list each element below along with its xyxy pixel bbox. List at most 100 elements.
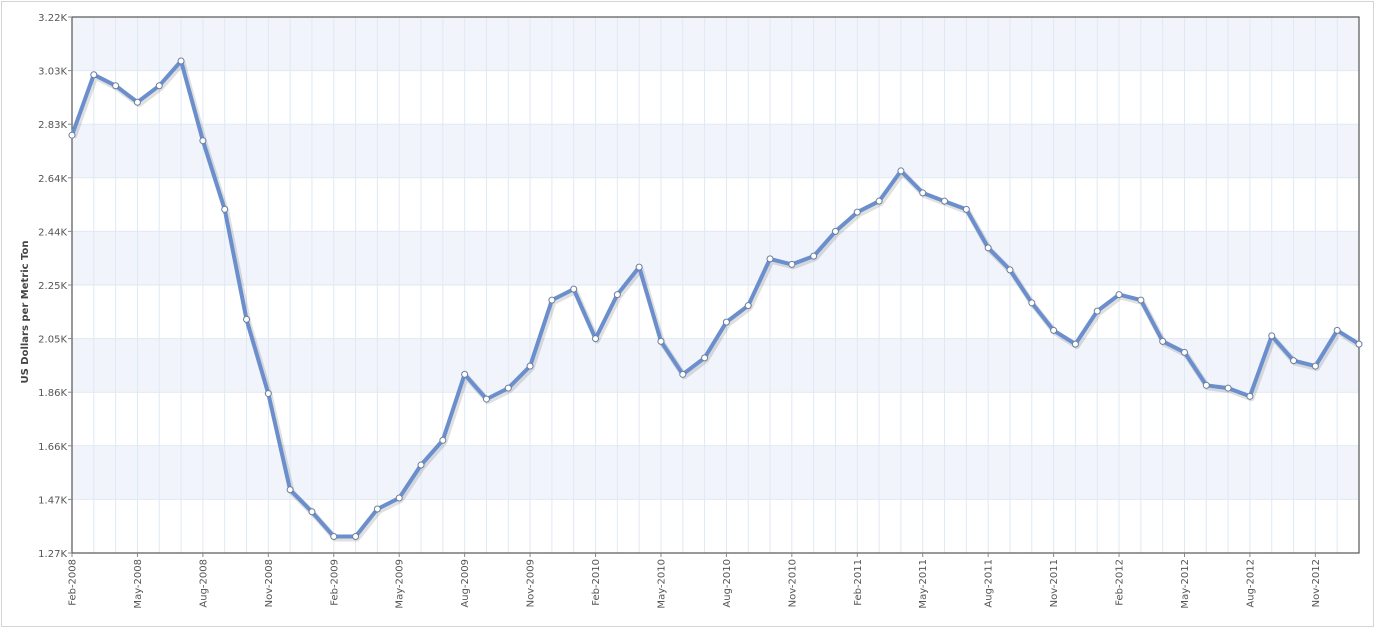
x-tick-label: May-2011 — [918, 559, 929, 609]
data-point[interactable] — [395, 494, 403, 502]
x-tick-label: Aug-2011 — [984, 559, 995, 608]
data-point[interactable] — [112, 82, 120, 90]
data-point[interactable] — [68, 131, 76, 139]
data-point[interactable] — [548, 296, 556, 304]
data-point[interactable] — [788, 260, 796, 268]
x-tick-label: Nov-2009 — [526, 559, 537, 607]
data-point[interactable] — [1333, 326, 1341, 334]
data-point[interactable] — [919, 189, 927, 197]
data-point[interactable] — [679, 370, 687, 378]
data-point[interactable] — [177, 57, 185, 65]
data-point[interactable] — [133, 98, 141, 106]
x-tick-label: Aug-2008 — [198, 559, 209, 608]
y-band — [72, 445, 1359, 500]
data-point[interactable] — [482, 395, 490, 403]
x-tick-label: May-2008 — [133, 559, 144, 609]
x-tick-label: Aug-2012 — [1245, 559, 1256, 608]
data-point[interactable] — [1137, 296, 1145, 304]
series-group — [70, 59, 1363, 542]
x-tick-label: Feb-2010 — [591, 559, 602, 606]
x-axis-ticks: Feb-2008 May-2008 Aug-2008 Nov-2008 Feb-2009… — [68, 553, 1322, 609]
data-point[interactable] — [831, 227, 839, 235]
data-point[interactable] — [330, 533, 338, 541]
x-tick-label: Feb-2008 — [68, 559, 79, 606]
x-tick-label: Feb-2009 — [329, 559, 340, 606]
y-band — [72, 231, 1359, 285]
data-point[interactable] — [461, 370, 469, 378]
data-point[interactable] — [570, 285, 578, 293]
data-point[interactable] — [417, 461, 425, 469]
y-tick-label: 1.66K — [38, 442, 67, 453]
data-point[interactable] — [613, 291, 621, 299]
data-point[interactable] — [1115, 291, 1123, 299]
data-point[interactable] — [199, 137, 207, 145]
x-tick-label: May-2012 — [1180, 559, 1191, 609]
y-tick-label: 2.05K — [38, 335, 67, 346]
x-tick-label: May-2010 — [656, 559, 667, 609]
data-point[interactable] — [897, 167, 905, 175]
x-tick-label: May-2009 — [395, 559, 406, 609]
y-band — [72, 17, 1359, 71]
data-point[interactable] — [373, 505, 381, 513]
data-point[interactable] — [221, 205, 229, 213]
data-point[interactable] — [701, 354, 709, 362]
data-point[interactable] — [286, 486, 294, 494]
background-bands — [72, 17, 1359, 500]
data-point[interactable] — [90, 71, 98, 79]
data-point[interactable] — [439, 436, 447, 444]
x-tick-label: Aug-2010 — [722, 559, 733, 608]
data-point[interactable] — [635, 263, 643, 271]
data-point[interactable] — [1290, 357, 1298, 365]
data-point[interactable] — [1093, 307, 1101, 315]
data-point[interactable] — [1028, 299, 1036, 307]
y-tick-label: 1.27K — [38, 549, 67, 560]
data-point[interactable] — [526, 362, 534, 370]
data-point[interactable] — [1268, 332, 1276, 340]
data-point[interactable] — [592, 335, 600, 343]
y-axis-ticks: 1.27K 1.47K 1.66K 1.86K 2.05K 2.25K 2.44K 2.64K… — [38, 13, 72, 560]
data-point[interactable] — [1006, 266, 1014, 274]
y-tick-label: 1.47K — [38, 495, 67, 506]
data-point[interactable] — [1224, 384, 1232, 392]
y-axis-title: US Dollars per Metric Ton — [20, 240, 31, 383]
x-tick-label: Nov-2012 — [1311, 559, 1322, 607]
data-point[interactable] — [722, 318, 730, 326]
data-point[interactable] — [657, 337, 665, 345]
data-point[interactable] — [1180, 348, 1188, 356]
x-tick-label: Aug-2009 — [460, 559, 471, 608]
data-point[interactable] — [504, 384, 512, 392]
data-point[interactable] — [308, 508, 316, 516]
data-point[interactable] — [962, 205, 970, 213]
x-tick-label: Nov-2010 — [787, 559, 798, 607]
data-point[interactable] — [1050, 326, 1058, 334]
data-point[interactable] — [941, 197, 949, 205]
data-point[interactable] — [853, 208, 861, 216]
x-tick-label: Feb-2012 — [1115, 559, 1126, 606]
x-tick-label: Nov-2011 — [1049, 559, 1060, 607]
y-tick-label: 1.86K — [38, 388, 67, 399]
y-tick-label: 3.03K — [38, 67, 67, 78]
data-markers — [68, 57, 1363, 541]
data-point[interactable] — [155, 82, 163, 90]
data-point[interactable] — [810, 252, 818, 260]
data-point[interactable] — [875, 197, 883, 205]
data-point[interactable] — [1246, 392, 1254, 400]
data-point[interactable] — [744, 302, 752, 310]
data-point[interactable] — [1071, 340, 1079, 348]
series-line — [70, 59, 1361, 539]
data-point[interactable] — [243, 315, 251, 323]
y-tick-label: 2.64K — [38, 174, 67, 185]
y-tick-label: 3.22K — [38, 13, 67, 24]
data-point[interactable] — [1202, 381, 1210, 389]
data-point[interactable] — [1311, 362, 1319, 370]
data-point[interactable] — [766, 255, 774, 263]
data-point[interactable] — [1159, 337, 1167, 345]
y-tick-label: 2.44K — [38, 227, 67, 238]
data-point[interactable] — [984, 244, 992, 252]
data-point[interactable] — [264, 390, 272, 398]
y-tick-label: 2.25K — [38, 281, 67, 292]
data-point[interactable] — [352, 533, 360, 541]
data-point[interactable] — [1355, 340, 1363, 348]
